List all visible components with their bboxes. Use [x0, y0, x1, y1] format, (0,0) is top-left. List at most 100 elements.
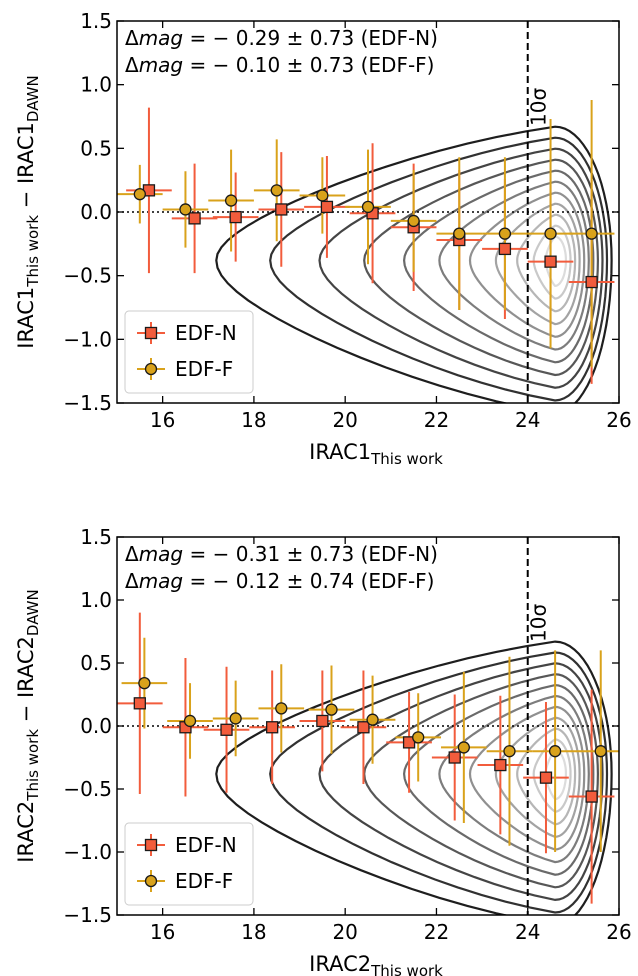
data-point-circle [548, 745, 562, 758]
data-point-circle [361, 200, 375, 214]
data-point-square [585, 275, 598, 289]
y-tick-label: 1.5 [80, 525, 112, 549]
density-contour [516, 213, 577, 313]
y-tick-label: −1.0 [63, 840, 112, 864]
delta-symbol: Δ [125, 26, 139, 50]
legend-label: EDF-F [175, 357, 233, 381]
y-axis-label: IRAC2This work − IRAC2DAWN [14, 589, 42, 862]
y-axis-label: IRAC1This work − IRAC1DAWN [14, 75, 42, 348]
data-point-square [320, 200, 334, 214]
data-point-circle [366, 713, 379, 726]
y-axis-label-sub1: This work [24, 729, 42, 802]
y-tick-label: −1.0 [63, 327, 112, 351]
stat-annotation: Δmag = − 0.29 ± 0.73 (EDF-N) [125, 26, 438, 50]
delta-symbol: Δ [125, 569, 139, 593]
x-tick-label: 24 [515, 408, 540, 432]
x-axis-label-sub: This work [370, 450, 443, 468]
y-tick-label: 0.5 [80, 651, 112, 675]
y-tick-label: 0.0 [80, 714, 112, 738]
data-point-circle [183, 714, 197, 728]
density-contour [532, 224, 572, 300]
x-tick-label: 18 [241, 408, 266, 432]
data-point-circle [453, 227, 466, 240]
density-contour [215, 640, 613, 915]
panel-1: 16 18 20 22 24 26 1.5 1.0 0.5 0.0 −0.5 −1.0 −1.5 IRAC… [14, 9, 632, 468]
x-tick-label: 26 [606, 920, 631, 944]
density-contour [516, 727, 577, 826]
mag-italic: mag [139, 569, 183, 593]
y-tick-label: 0.5 [80, 136, 112, 160]
x-axis-label: IRAC1This work [309, 440, 443, 468]
data-point-square [585, 790, 598, 803]
x-tick-label: 26 [606, 408, 631, 432]
density-contour [363, 158, 600, 377]
markers-edf-n [142, 184, 598, 289]
y-tick-label: −0.5 [63, 777, 112, 801]
delta-symbol: Δ [125, 53, 139, 77]
data-point-square [448, 751, 461, 764]
data-point-square [402, 736, 416, 749]
y-tick-label: 1.0 [80, 73, 112, 97]
stat-value: = − 0.31 ± 0.73 (EDF-N) [183, 542, 438, 566]
data-point-square [498, 242, 512, 256]
mag-italic: mag [139, 26, 183, 50]
density-contour [318, 662, 604, 902]
x-tick-label: 22 [424, 920, 449, 944]
data-point-circle [544, 227, 557, 240]
data-point-circle [138, 677, 151, 690]
y-tick-label: −0.5 [63, 264, 112, 288]
stat-annotation: Δmag = − 0.12 ± 0.74 (EDF-F) [125, 569, 434, 593]
data-point-circle [594, 745, 607, 758]
legend: EDF-N EDF-F [124, 822, 254, 906]
density-contour [468, 705, 586, 851]
plot-area [117, 537, 619, 915]
ten-sigma-label: 10σ [527, 88, 551, 126]
y-axis-label-sub1: This work [24, 215, 42, 288]
data-point-circle [270, 184, 283, 197]
y-tick-label: 1.5 [80, 9, 112, 33]
x-axis-label-main: IRAC1 [309, 440, 371, 464]
data-point-circle [224, 194, 238, 207]
data-point-circle [407, 214, 420, 228]
x-tick-label: 20 [332, 408, 357, 432]
y-tick-label: −1.5 [63, 391, 112, 415]
data-point-circle [179, 203, 192, 216]
markers-edf-f [133, 184, 598, 240]
legend-label: EDF-F [175, 869, 233, 893]
data-point-square [229, 210, 242, 224]
y-tick-label: −1.5 [63, 903, 112, 927]
mag-italic: mag [139, 53, 183, 77]
x-tick-label: 22 [424, 408, 449, 432]
data-point-circle [133, 188, 146, 201]
density-contour [363, 673, 600, 889]
data-point-square [275, 203, 288, 216]
legend: EDF-N EDF-F [124, 310, 254, 394]
data-point-circle [585, 227, 598, 240]
x-axis-label: IRAC2This work [309, 952, 443, 976]
density-contour [402, 683, 595, 876]
x-tick-label: 16 [150, 408, 175, 432]
x-tick-label: 18 [241, 920, 266, 944]
data-point-circle [412, 731, 425, 744]
density-contour [269, 651, 609, 914]
density-contour [215, 125, 613, 403]
data-point-circle [503, 745, 516, 758]
x-axis-label-main: IRAC2 [309, 952, 371, 976]
stat-value: = − 0.10 ± 0.73 (EDF-F) [183, 53, 434, 77]
y-tick-label: 0.0 [80, 200, 112, 224]
data-point-square [539, 771, 553, 784]
ten-sigma-label: 10σ [527, 604, 551, 642]
delta-symbol: Δ [125, 542, 139, 566]
density-contour [468, 191, 586, 338]
y-tick-label: 1.0 [80, 588, 112, 612]
markers-edf-f [138, 677, 607, 758]
panel-2: 16 18 20 22 24 26 1.5 1.0 0.5 0.0 −0.5 −1.0 −1.5 IRAC… [14, 525, 632, 976]
data-point-square [494, 758, 507, 772]
data-point-circle [325, 703, 338, 716]
stat-annotation: Δmag = − 0.31 ± 0.73 (EDF-N) [125, 542, 438, 566]
data-point-circle [316, 189, 329, 202]
legend-square-marker [144, 326, 158, 340]
data-point-circle [498, 227, 512, 240]
plot-area [117, 21, 619, 403]
